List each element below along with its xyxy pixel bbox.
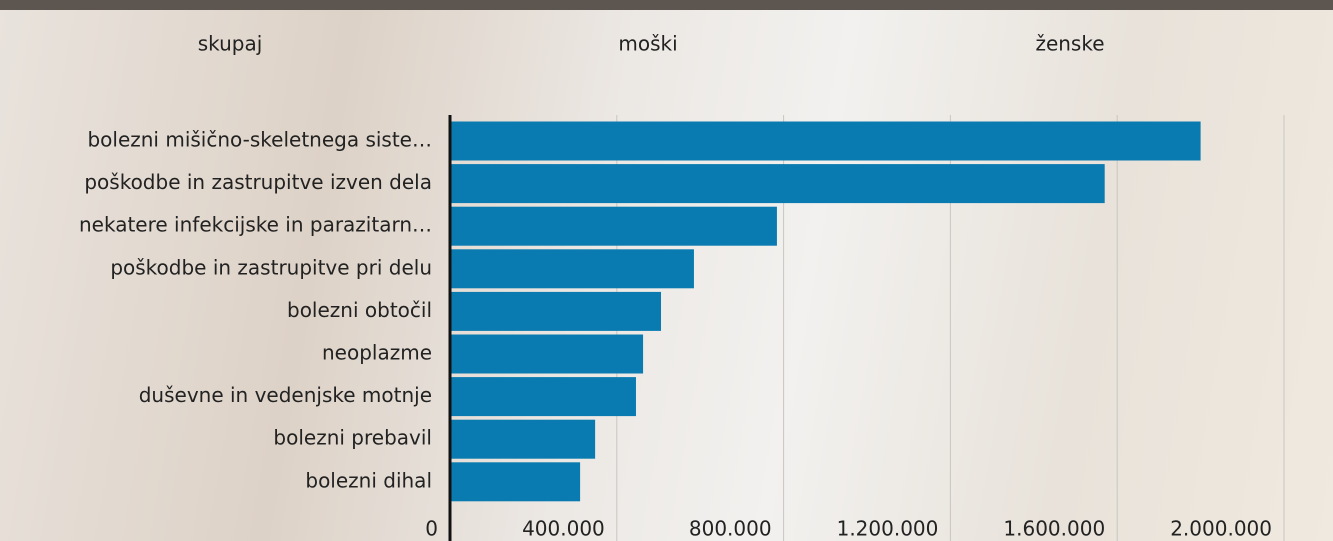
x-tick-label: 1.200.000	[837, 517, 939, 541]
bar	[450, 419, 596, 459]
top-strip	[0, 0, 1333, 10]
y-tick-label: poškodbe in zastrupitve pri delu	[110, 255, 432, 279]
y-tick-label: neoplazme	[322, 341, 432, 365]
bar	[450, 291, 662, 331]
x-tick-label: 1.600.000	[1003, 517, 1105, 541]
bar	[450, 249, 694, 289]
tab[interactable]: ženske	[1035, 32, 1104, 56]
y-tick-label: duševne in vedenjske motnje	[139, 383, 432, 407]
x-tick-label: 800.000	[689, 517, 772, 541]
y-tick-label: nekatere infekcijske in parazitarn…	[79, 213, 432, 237]
bar	[450, 462, 581, 502]
y-tick-label: poškodbe in zastrupitve izven dela	[84, 170, 432, 194]
bar	[450, 377, 636, 417]
y-tick-label: bolezni dihal	[305, 468, 432, 492]
tab[interactable]: moški	[618, 32, 677, 56]
x-tick-label: 400.000	[522, 517, 605, 541]
x-tick-label: 0	[425, 517, 438, 541]
x-tick-label: 2.000.000	[1170, 517, 1272, 541]
y-tick-label: bolezni prebavil	[273, 426, 432, 450]
tab[interactable]: skupaj	[198, 32, 263, 56]
bar	[450, 164, 1105, 204]
y-tick-label: bolezni obtočil	[287, 298, 432, 322]
y-tick-label: bolezni mišično-skeletnega siste…	[87, 128, 432, 152]
bar	[450, 334, 644, 374]
bar	[450, 121, 1201, 161]
bar	[450, 206, 777, 246]
